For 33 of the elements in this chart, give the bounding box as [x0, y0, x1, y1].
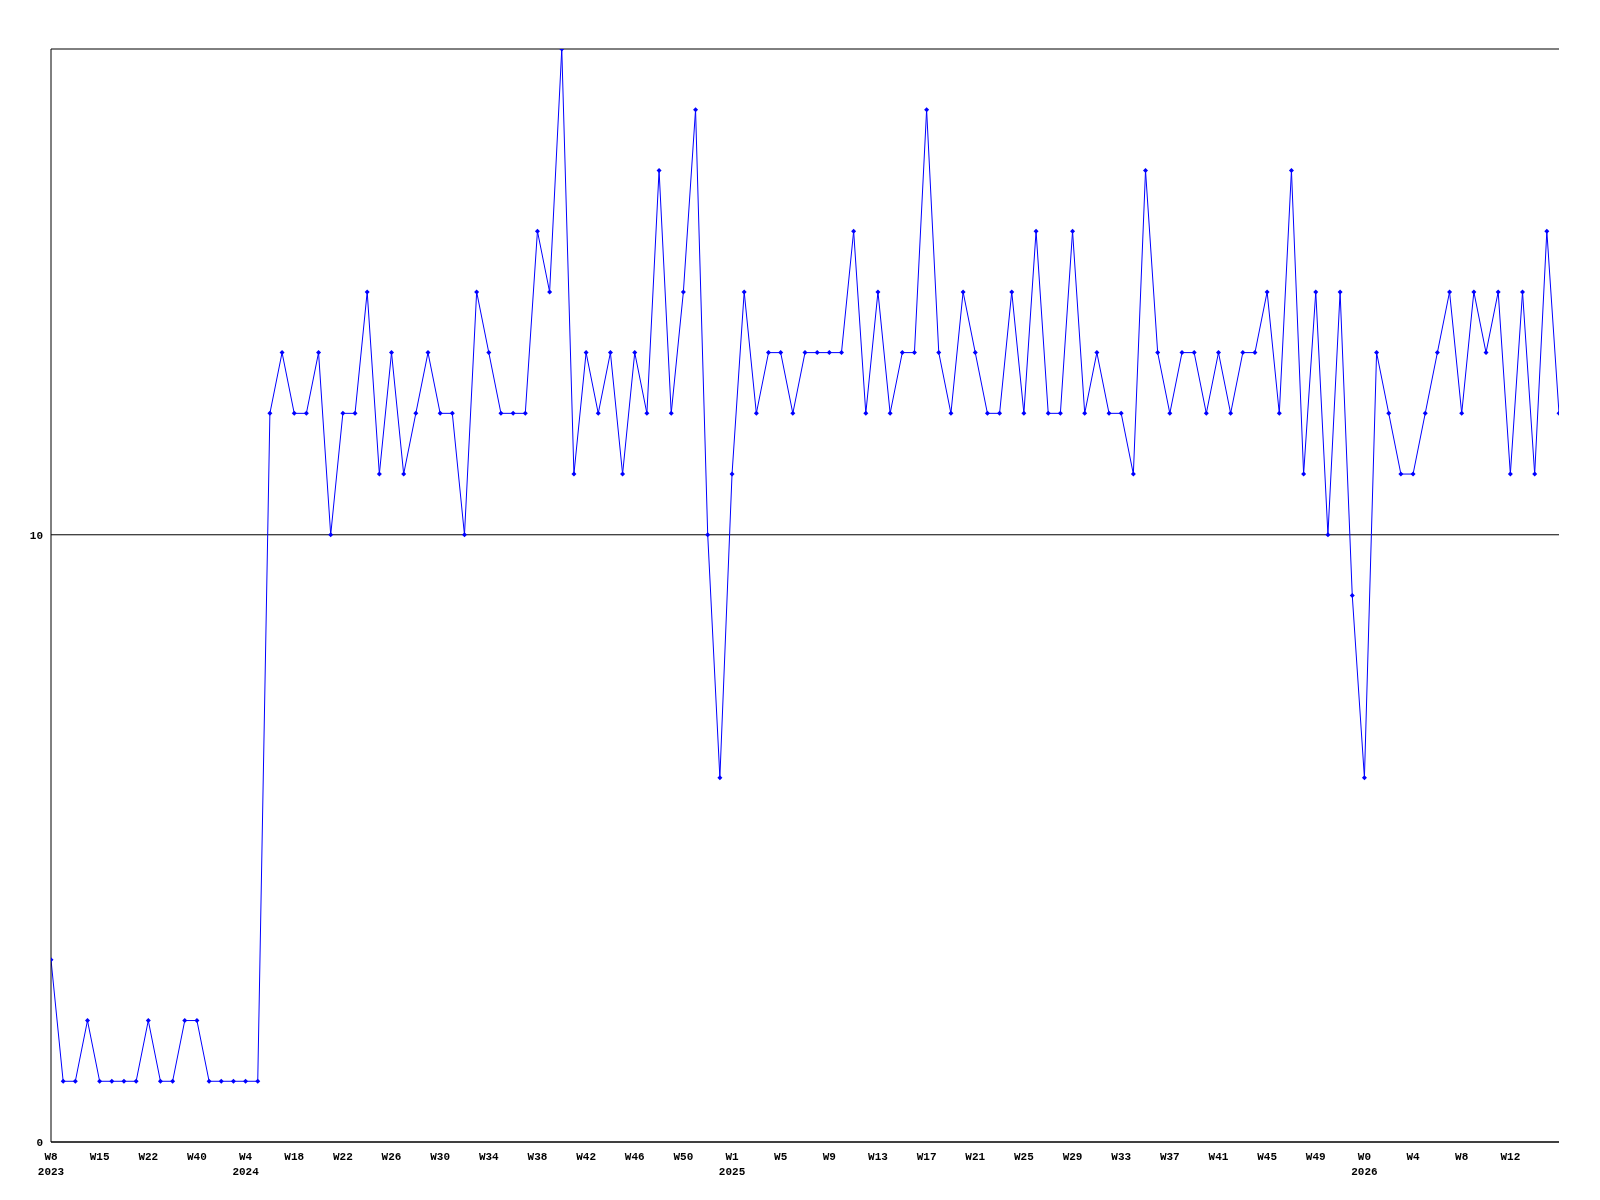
- x-tick-label: W9: [822, 1151, 836, 1163]
- x-tick-label: W22: [332, 1151, 353, 1163]
- x-tick-label: W49: [1305, 1151, 1326, 1163]
- x-tick-label: W15: [89, 1151, 110, 1163]
- x-tick-label: W30: [430, 1151, 451, 1163]
- x-tick-label: W4: [1406, 1151, 1421, 1163]
- x-tick-label: W38: [527, 1151, 548, 1163]
- x-tick-label: W40: [187, 1151, 207, 1163]
- x-tick-label: W1 2025: [718, 1151, 746, 1178]
- x-tick-label: W37: [1159, 1151, 1180, 1163]
- x-tick-label: W18: [284, 1151, 305, 1163]
- x-tick-label: W5: [774, 1151, 788, 1163]
- x-tick-label: W34: [478, 1151, 500, 1163]
- x-tick-label: W0 2026: [1351, 1151, 1378, 1178]
- x-tick-label: W22: [138, 1151, 159, 1163]
- x-tick-label: W21: [965, 1151, 986, 1163]
- x-tick-label: W29: [1062, 1151, 1083, 1163]
- x-tick-label: W12: [1500, 1151, 1521, 1163]
- y-tick-label: 10: [29, 529, 43, 542]
- x-tick-label: W41: [1208, 1151, 1229, 1163]
- x-tick-label: W8: [1455, 1151, 1469, 1163]
- x-tick-label: W46: [624, 1151, 645, 1163]
- x-tick-label: W8 2023: [37, 1151, 65, 1178]
- x-tick-label: W17: [916, 1151, 937, 1163]
- x-tick-label: W33: [1111, 1151, 1132, 1163]
- x-tick-label: W45: [1257, 1151, 1278, 1163]
- x-tick-label: W42: [576, 1151, 596, 1163]
- x-tick-label: W50: [673, 1151, 694, 1163]
- x-tick-label: W25: [1014, 1151, 1035, 1163]
- x-tick-label: W13: [868, 1151, 889, 1163]
- x-tick-label: W4 2024: [232, 1151, 260, 1178]
- y-tick-label: 0: [36, 1136, 43, 1149]
- x-tick-label: W26: [381, 1151, 402, 1163]
